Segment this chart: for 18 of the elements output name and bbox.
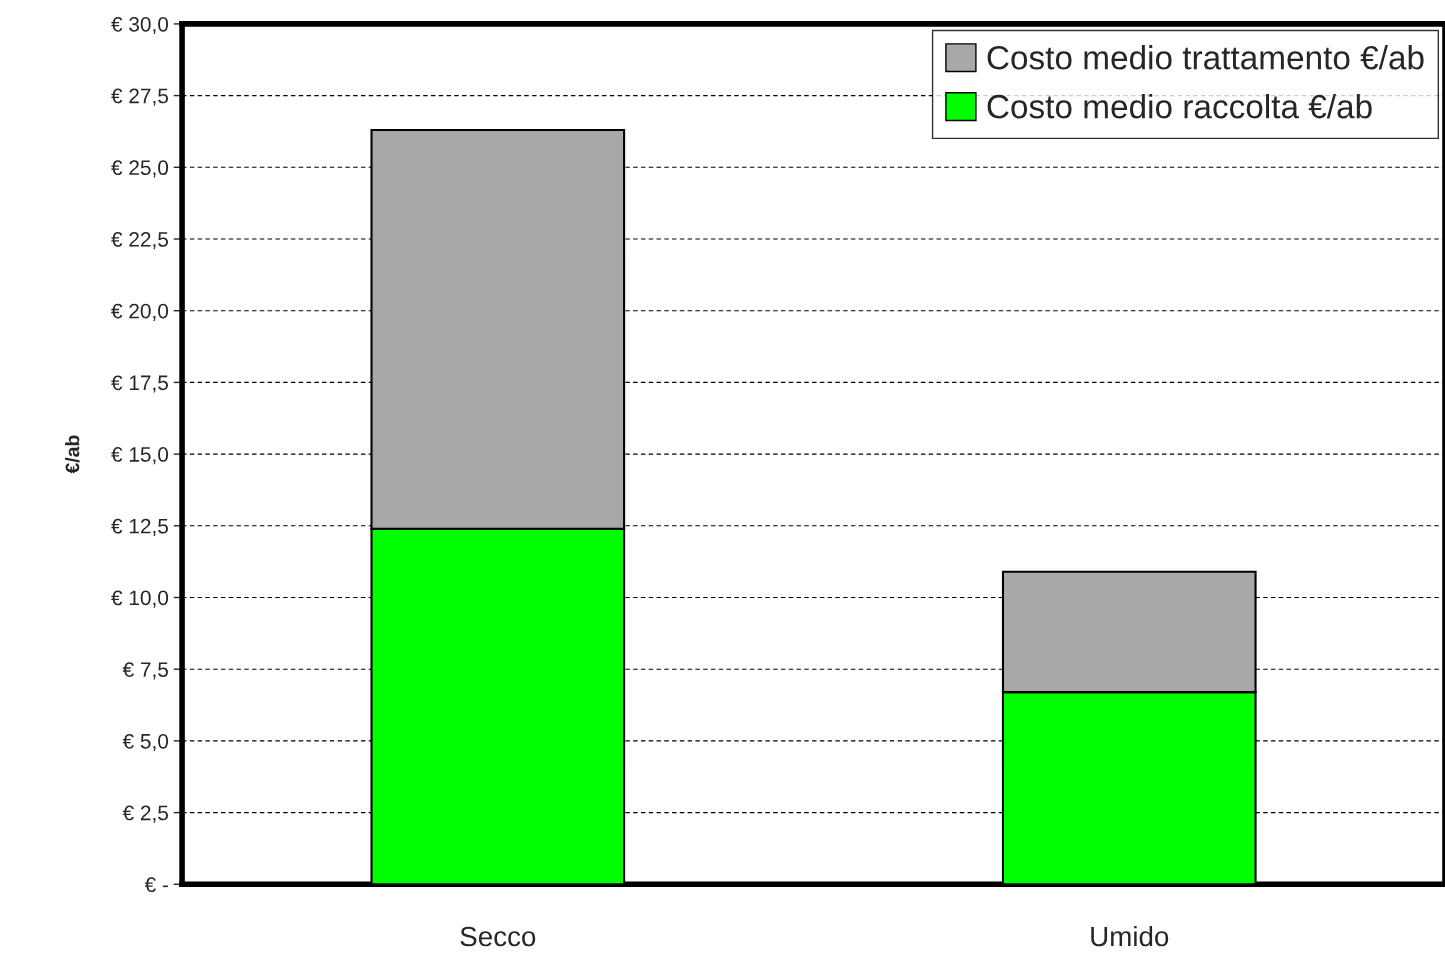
legend-label: Costo medio trattamento €/ab	[987, 45, 1424, 70]
y-tick-label: € 27,5	[111, 88, 169, 106]
y-tick-label: € 5,0	[122, 733, 169, 752]
y-tick-label: € 30,0	[111, 16, 169, 35]
y-tick-label: € -	[144, 877, 168, 893]
y-axis-title: €/ab	[65, 435, 80, 474]
y-tick-label: € 17,5	[111, 375, 169, 393]
y-tick-label: € 10,0	[111, 590, 169, 608]
y-tick-label: € 2,5	[122, 805, 169, 823]
y-tick-label: € 25,0	[111, 160, 169, 178]
y-tick-label: € 15,0	[111, 447, 169, 465]
x-tick-label: Secco	[460, 926, 536, 947]
y-tick-label: € 22,5	[111, 232, 169, 250]
legend-label: Costo medio raccolta €/ab	[987, 93, 1372, 119]
y-tick-label: € 12,5	[111, 518, 169, 537]
y-tick-label: € 7,5	[122, 662, 169, 680]
y-tick-label: € 20,0	[111, 303, 169, 321]
x-tick-label: Umido	[1091, 925, 1169, 947]
